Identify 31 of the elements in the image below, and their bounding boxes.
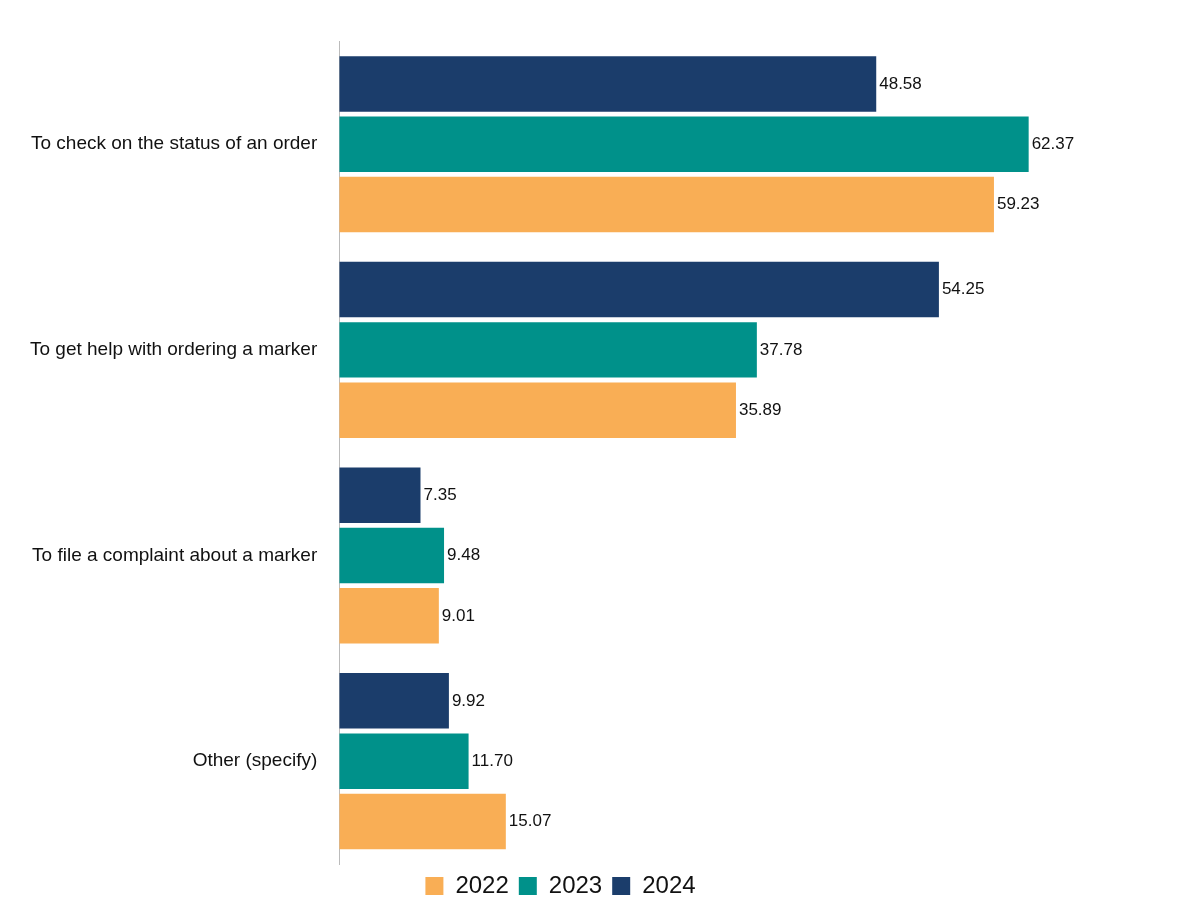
y-tick-label: To get help with ordering a marker <box>29 338 318 360</box>
bar <box>339 673 449 729</box>
y-tick-label: Other (specify) <box>192 749 318 771</box>
data-label: 62.37 <box>1031 133 1075 153</box>
data-label: 54.25 <box>941 279 985 299</box>
bar <box>339 527 445 584</box>
bar <box>339 588 439 644</box>
y-tick-label: To check on the status of an order <box>31 132 318 154</box>
bar <box>339 467 421 523</box>
data-label: 9.92 <box>451 690 485 710</box>
data-label: 7.35 <box>423 484 457 504</box>
bar <box>339 733 469 789</box>
bar <box>339 322 757 378</box>
bar <box>339 793 506 850</box>
legend-label: 2022 <box>455 870 509 898</box>
bar <box>339 176 994 233</box>
data-label: 11.70 <box>471 750 513 770</box>
y-tick-label: To file a complaint about a marker <box>32 543 318 565</box>
data-label: 35.89 <box>738 399 782 419</box>
data-label: 48.58 <box>879 73 922 93</box>
data-label: 9.48 <box>447 545 481 565</box>
data-label: 37.78 <box>759 339 803 359</box>
data-label: 59.23 <box>996 194 1040 214</box>
bar <box>339 56 877 112</box>
legend-label: 2024 <box>642 870 696 898</box>
bar <box>339 261 939 318</box>
data-label: 15.07 <box>508 811 552 831</box>
data-label: 9.01 <box>441 605 475 625</box>
legend-label: 2023 <box>548 870 603 898</box>
bar <box>339 382 736 438</box>
bar <box>339 116 1029 172</box>
